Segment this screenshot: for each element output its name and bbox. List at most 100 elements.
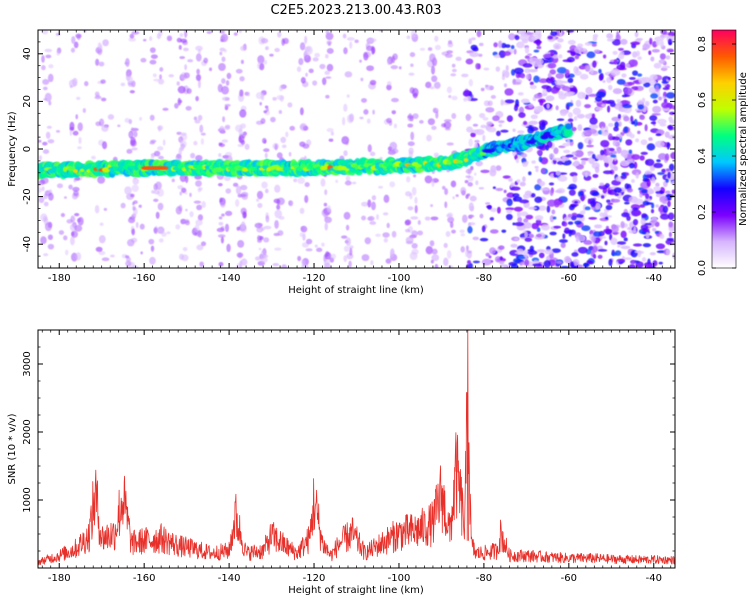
heatmap-cell bbox=[260, 118, 266, 125]
heatmap-cell bbox=[47, 243, 55, 250]
heatmap-cell bbox=[530, 114, 538, 120]
heatmap-cell bbox=[498, 245, 505, 250]
heatmap-cell bbox=[288, 200, 292, 206]
heatmap-cell bbox=[549, 69, 556, 75]
heatmap-cell bbox=[197, 79, 201, 89]
heatmap-cell bbox=[159, 74, 162, 80]
heatmap-cell bbox=[520, 73, 526, 79]
heatmap-cell bbox=[120, 202, 126, 209]
heatmap-cell bbox=[574, 220, 582, 225]
heatmap-cell bbox=[261, 181, 268, 189]
heatmap-cell bbox=[97, 48, 103, 56]
heatmap-cell bbox=[641, 257, 647, 262]
heatmap-cell bbox=[110, 254, 115, 258]
heatmap-cell bbox=[533, 49, 540, 53]
heatmap-cell bbox=[260, 93, 265, 101]
heatmap-cell bbox=[404, 228, 411, 233]
heatmap-cell bbox=[605, 204, 613, 211]
heatmap-cell bbox=[460, 186, 467, 195]
heatmap-cell bbox=[240, 258, 248, 266]
heatmap-cell bbox=[539, 99, 544, 106]
heatmap-cell bbox=[196, 204, 203, 211]
heatmap-cell bbox=[575, 213, 584, 219]
heatmap-cell bbox=[166, 231, 171, 235]
heatmap-cell bbox=[430, 204, 434, 208]
heatmap-cell bbox=[259, 102, 262, 106]
heatmap-cell bbox=[613, 165, 618, 171]
heatmap-cell bbox=[656, 118, 667, 125]
heatmap-cell bbox=[591, 235, 596, 243]
heatmap-cell bbox=[651, 48, 660, 53]
heatmap-cell bbox=[470, 166, 474, 171]
heatmap-cell bbox=[140, 251, 143, 255]
heatmap-cell bbox=[178, 44, 182, 50]
heatmap-cell bbox=[560, 242, 566, 249]
heatmap-cell bbox=[474, 139, 480, 143]
heatmap-cell bbox=[195, 53, 202, 62]
heatmap-cell bbox=[72, 186, 80, 192]
heatmap-cell bbox=[343, 211, 351, 220]
heatmap-cell bbox=[289, 125, 296, 131]
heatmap-cell bbox=[179, 33, 184, 38]
heatmap-cell bbox=[523, 218, 529, 223]
heatmap-cell bbox=[535, 168, 539, 173]
heatmap-cell bbox=[648, 86, 657, 94]
heatmap-cell bbox=[610, 198, 621, 203]
heatmap-cell bbox=[642, 200, 650, 206]
heatmap-cell bbox=[133, 130, 138, 138]
heatmap-cell bbox=[463, 97, 468, 102]
heatmap-cell bbox=[587, 158, 595, 162]
heatmap-cell bbox=[513, 206, 523, 212]
x-tick-label: -180 bbox=[48, 573, 71, 584]
heatmap-cell bbox=[665, 248, 671, 256]
heatmap-cell bbox=[260, 250, 267, 259]
heatmap-cell bbox=[148, 238, 155, 245]
heatmap-cell bbox=[367, 215, 375, 222]
heatmap-cell bbox=[263, 148, 270, 153]
heatmap-cell bbox=[476, 30, 482, 38]
heatmap-x-label: Height of straight line (km) bbox=[288, 285, 424, 296]
heatmap-cell bbox=[623, 237, 628, 242]
heatmap-cell bbox=[346, 37, 355, 41]
heatmap-cell bbox=[175, 206, 183, 215]
heatmap-cell bbox=[628, 264, 637, 268]
heatmap-cell bbox=[504, 44, 511, 48]
heatmap-cell bbox=[461, 73, 469, 78]
heatmap-cell bbox=[519, 199, 530, 204]
heatmap-cell bbox=[621, 172, 627, 176]
heatmap-cell bbox=[657, 172, 665, 175]
heatmap-cell bbox=[364, 237, 372, 245]
heatmap-cell bbox=[131, 213, 137, 219]
heatmap-cell bbox=[130, 193, 135, 198]
heatmap-cell bbox=[555, 170, 561, 176]
heatmap-cell bbox=[480, 87, 485, 92]
y-tick-label: 20 bbox=[22, 95, 33, 108]
heatmap-cell bbox=[130, 136, 136, 146]
heatmap-cell bbox=[668, 111, 675, 115]
heatmap-cell bbox=[516, 30, 525, 35]
heatmap-cell bbox=[240, 226, 247, 233]
heatmap-cell bbox=[343, 245, 350, 252]
heatmap-cell bbox=[43, 98, 47, 101]
heatmap-cell bbox=[531, 193, 536, 198]
heatmap-cell bbox=[218, 221, 224, 226]
heatmap-cell bbox=[505, 65, 509, 72]
heatmap-cell bbox=[300, 77, 306, 84]
heatmap-cell bbox=[462, 90, 472, 97]
heatmap-cell bbox=[304, 182, 310, 188]
heatmap-cell bbox=[628, 59, 638, 67]
heatmap-cell bbox=[517, 130, 525, 134]
heatmap-cell bbox=[574, 46, 584, 54]
heatmap-cell bbox=[430, 216, 439, 221]
y-tick-label: -20 bbox=[22, 188, 33, 204]
heatmap-cell bbox=[624, 183, 630, 190]
heatmap-cell bbox=[620, 245, 631, 250]
heatmap-cell bbox=[601, 103, 606, 108]
heatmap-cell bbox=[232, 182, 239, 187]
heatmap-cell bbox=[644, 124, 648, 132]
heatmap-cell bbox=[643, 82, 651, 88]
heatmap-cell bbox=[630, 259, 636, 265]
heatmap-cell bbox=[505, 207, 515, 211]
heatmap-cell bbox=[98, 61, 105, 67]
heatmap-cell bbox=[533, 106, 543, 113]
